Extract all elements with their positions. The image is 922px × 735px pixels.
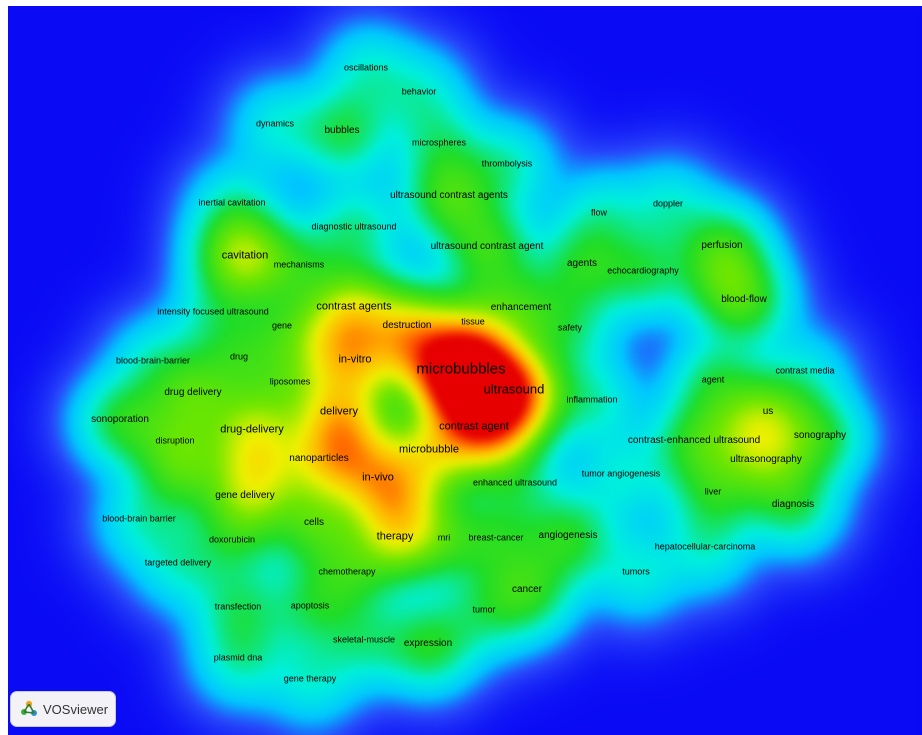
term-label[interactable]: transfection <box>214 601 262 612</box>
term-label[interactable]: apoptosis <box>290 600 330 611</box>
term-label[interactable]: disruption <box>155 435 195 446</box>
term-label[interactable]: plasmid dna <box>213 652 263 663</box>
term-label[interactable]: contrast-enhanced ultrasound <box>627 435 761 446</box>
term-label[interactable]: tumor angiogenesis <box>581 468 661 479</box>
term-label[interactable]: in-vivo <box>362 471 394 484</box>
term-label[interactable]: gene <box>271 320 293 331</box>
term-label[interactable]: contrast media <box>775 365 835 376</box>
term-label[interactable]: drug delivery <box>164 387 222 398</box>
term-label[interactable]: echocardiography <box>607 265 679 276</box>
term-label[interactable]: intensity focused ultrasound <box>157 306 269 317</box>
term-label[interactable]: tumors <box>622 566 650 577</box>
term-label[interactable]: doppler <box>652 198 684 209</box>
term-label[interactable]: contrast agents <box>316 300 392 313</box>
term-label[interactable]: tumor <box>472 604 496 615</box>
term-label[interactable]: hepatocellular-carcinoma <box>654 541 756 552</box>
term-label[interactable]: cavitation <box>221 249 269 262</box>
term-label[interactable]: perfusion <box>701 240 743 251</box>
vosviewer-logo-button[interactable]: VOSviewer <box>10 691 116 727</box>
term-label[interactable]: therapy <box>376 530 414 543</box>
term-label[interactable]: sonography <box>793 430 847 441</box>
term-label[interactable]: enhanced ultrasound <box>472 477 558 488</box>
term-label[interactable]: gene therapy <box>283 673 337 684</box>
term-label[interactable]: doxorubicin <box>208 534 256 545</box>
term-label[interactable]: microbubble <box>399 443 459 456</box>
term-label[interactable]: flow <box>590 207 608 218</box>
term-label[interactable]: breast-cancer <box>468 532 524 543</box>
app-name: VOSviewer <box>43 701 109 717</box>
term-label[interactable]: microspheres <box>411 137 467 148</box>
term-label[interactable]: dynamics <box>255 118 295 129</box>
term-label[interactable]: in-vitro <box>338 353 372 366</box>
term-label[interactable]: angiogenesis <box>538 530 598 541</box>
term-label[interactable]: microbubbles <box>416 360 506 378</box>
term-label[interactable]: drug <box>229 351 249 362</box>
term-label[interactable]: blood-brain barrier <box>102 513 176 524</box>
term-label[interactable]: diagnosis <box>771 499 815 510</box>
term-label[interactable]: mechanisms <box>273 259 325 270</box>
term-label[interactable]: mri <box>437 532 451 543</box>
term-label[interactable]: ultrasound contrast agents <box>390 190 508 201</box>
term-label[interactable]: diagnostic ultrasound <box>311 221 397 232</box>
term-label[interactable]: thrombolysis <box>481 158 533 169</box>
term-label[interactable]: ultrasound contrast agent <box>430 241 544 252</box>
term-label[interactable]: destruction <box>382 320 432 331</box>
density-map[interactable] <box>8 6 922 735</box>
term-label[interactable]: bubbles <box>324 125 360 136</box>
term-label[interactable]: safety <box>557 322 583 333</box>
term-label[interactable]: ultrasonography <box>730 454 802 465</box>
term-label[interactable]: drug-delivery <box>220 423 284 436</box>
term-label[interactable]: cells <box>303 517 325 528</box>
term-label[interactable]: ultrasound <box>483 381 545 397</box>
term-label[interactable]: agent <box>701 374 725 385</box>
term-label[interactable]: us <box>762 406 774 417</box>
term-label[interactable]: targeted delivery <box>144 557 212 568</box>
vosviewer-logo-icon <box>21 700 37 716</box>
term-label[interactable]: contrast agent <box>439 420 509 433</box>
term-label[interactable]: tissue <box>461 316 485 327</box>
term-label[interactable]: behavior <box>401 86 437 97</box>
term-label[interactable]: inflammation <box>566 394 618 405</box>
term-label[interactable]: gene delivery <box>215 490 275 501</box>
term-label[interactable]: skeletal-muscle <box>332 634 396 645</box>
term-label[interactable]: expression <box>403 638 453 649</box>
term-label[interactable]: blood-brain-barrier <box>115 355 191 366</box>
term-label[interactable]: blood-flow <box>721 294 767 305</box>
term-label[interactable]: nanoparticles <box>289 453 349 464</box>
term-label[interactable]: chemotherapy <box>318 566 376 577</box>
term-label[interactable]: liver <box>704 486 722 497</box>
term-label[interactable]: cancer <box>511 584 543 595</box>
term-label[interactable]: inertial cavitation <box>198 197 266 208</box>
term-label[interactable]: liposomes <box>269 376 311 387</box>
term-label[interactable]: enhancement <box>490 302 552 313</box>
term-label[interactable]: agents <box>566 258 598 269</box>
term-label[interactable]: oscillations <box>343 62 389 73</box>
term-label[interactable]: sonoporation <box>91 414 149 425</box>
term-label[interactable]: delivery <box>320 405 358 418</box>
